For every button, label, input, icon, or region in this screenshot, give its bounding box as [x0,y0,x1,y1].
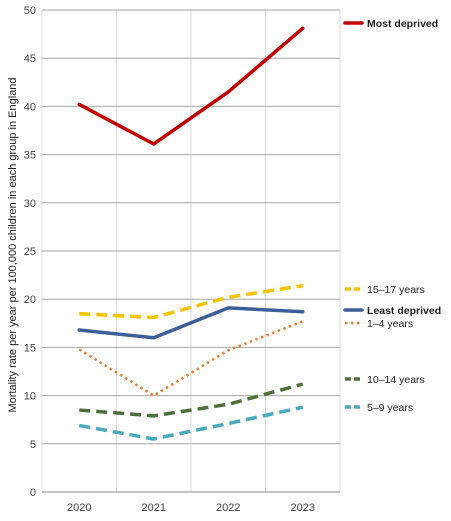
series-line-5-9-years [78,405,304,441]
series-line-most-deprived [77,26,305,146]
series-layer [77,26,305,441]
y-tick-label: 20 [24,294,36,306]
y-axis-title: Mortality rate per year per 100,000 chil… [7,77,19,412]
legend-label-most-deprived: Most deprived [367,18,438,30]
series-line-1-4-years [78,320,304,397]
y-tick-label: 40 [24,101,36,113]
x-tick-label: 2021 [142,502,166,514]
x-tick-label: 2020 [67,502,91,514]
legend-label-1-4-years: 1–4 years [367,318,413,330]
axis-layer: 0 5 10 15 20 25 30 35 40 45 50 2020 2021 2022 2023 [24,5,315,514]
y-tick-label: 0 [30,487,36,499]
series-line-least-deprived [77,306,305,340]
y-tick-label: 5 [30,439,36,451]
legend-label-10-14-years: 10–14 years [367,374,425,386]
x-tick-label: 2022 [216,502,240,514]
y-tick-label: 50 [24,5,36,17]
y-tick-label: 35 [24,150,36,162]
x-tick-label: 2023 [291,502,315,514]
series-line-15-17-years [79,283,304,320]
y-tick-label: 30 [24,198,36,210]
grid-layer [41,9,341,493]
y-tick-label: 45 [24,53,36,65]
legend-label-5-9-years: 5–9 years [367,402,413,414]
y-tick-label: 25 [24,246,36,258]
legend-layer: Most deprived 15–17 years Least deprived1–… [343,18,441,414]
legend-label-15-17-years: 15–17 years [367,284,425,296]
legend-label-least-deprived: Least deprived [367,305,441,317]
y-tick-label: 15 [24,342,36,354]
y-tick-label: 10 [24,391,36,403]
series-line-10-14-years [79,382,304,418]
